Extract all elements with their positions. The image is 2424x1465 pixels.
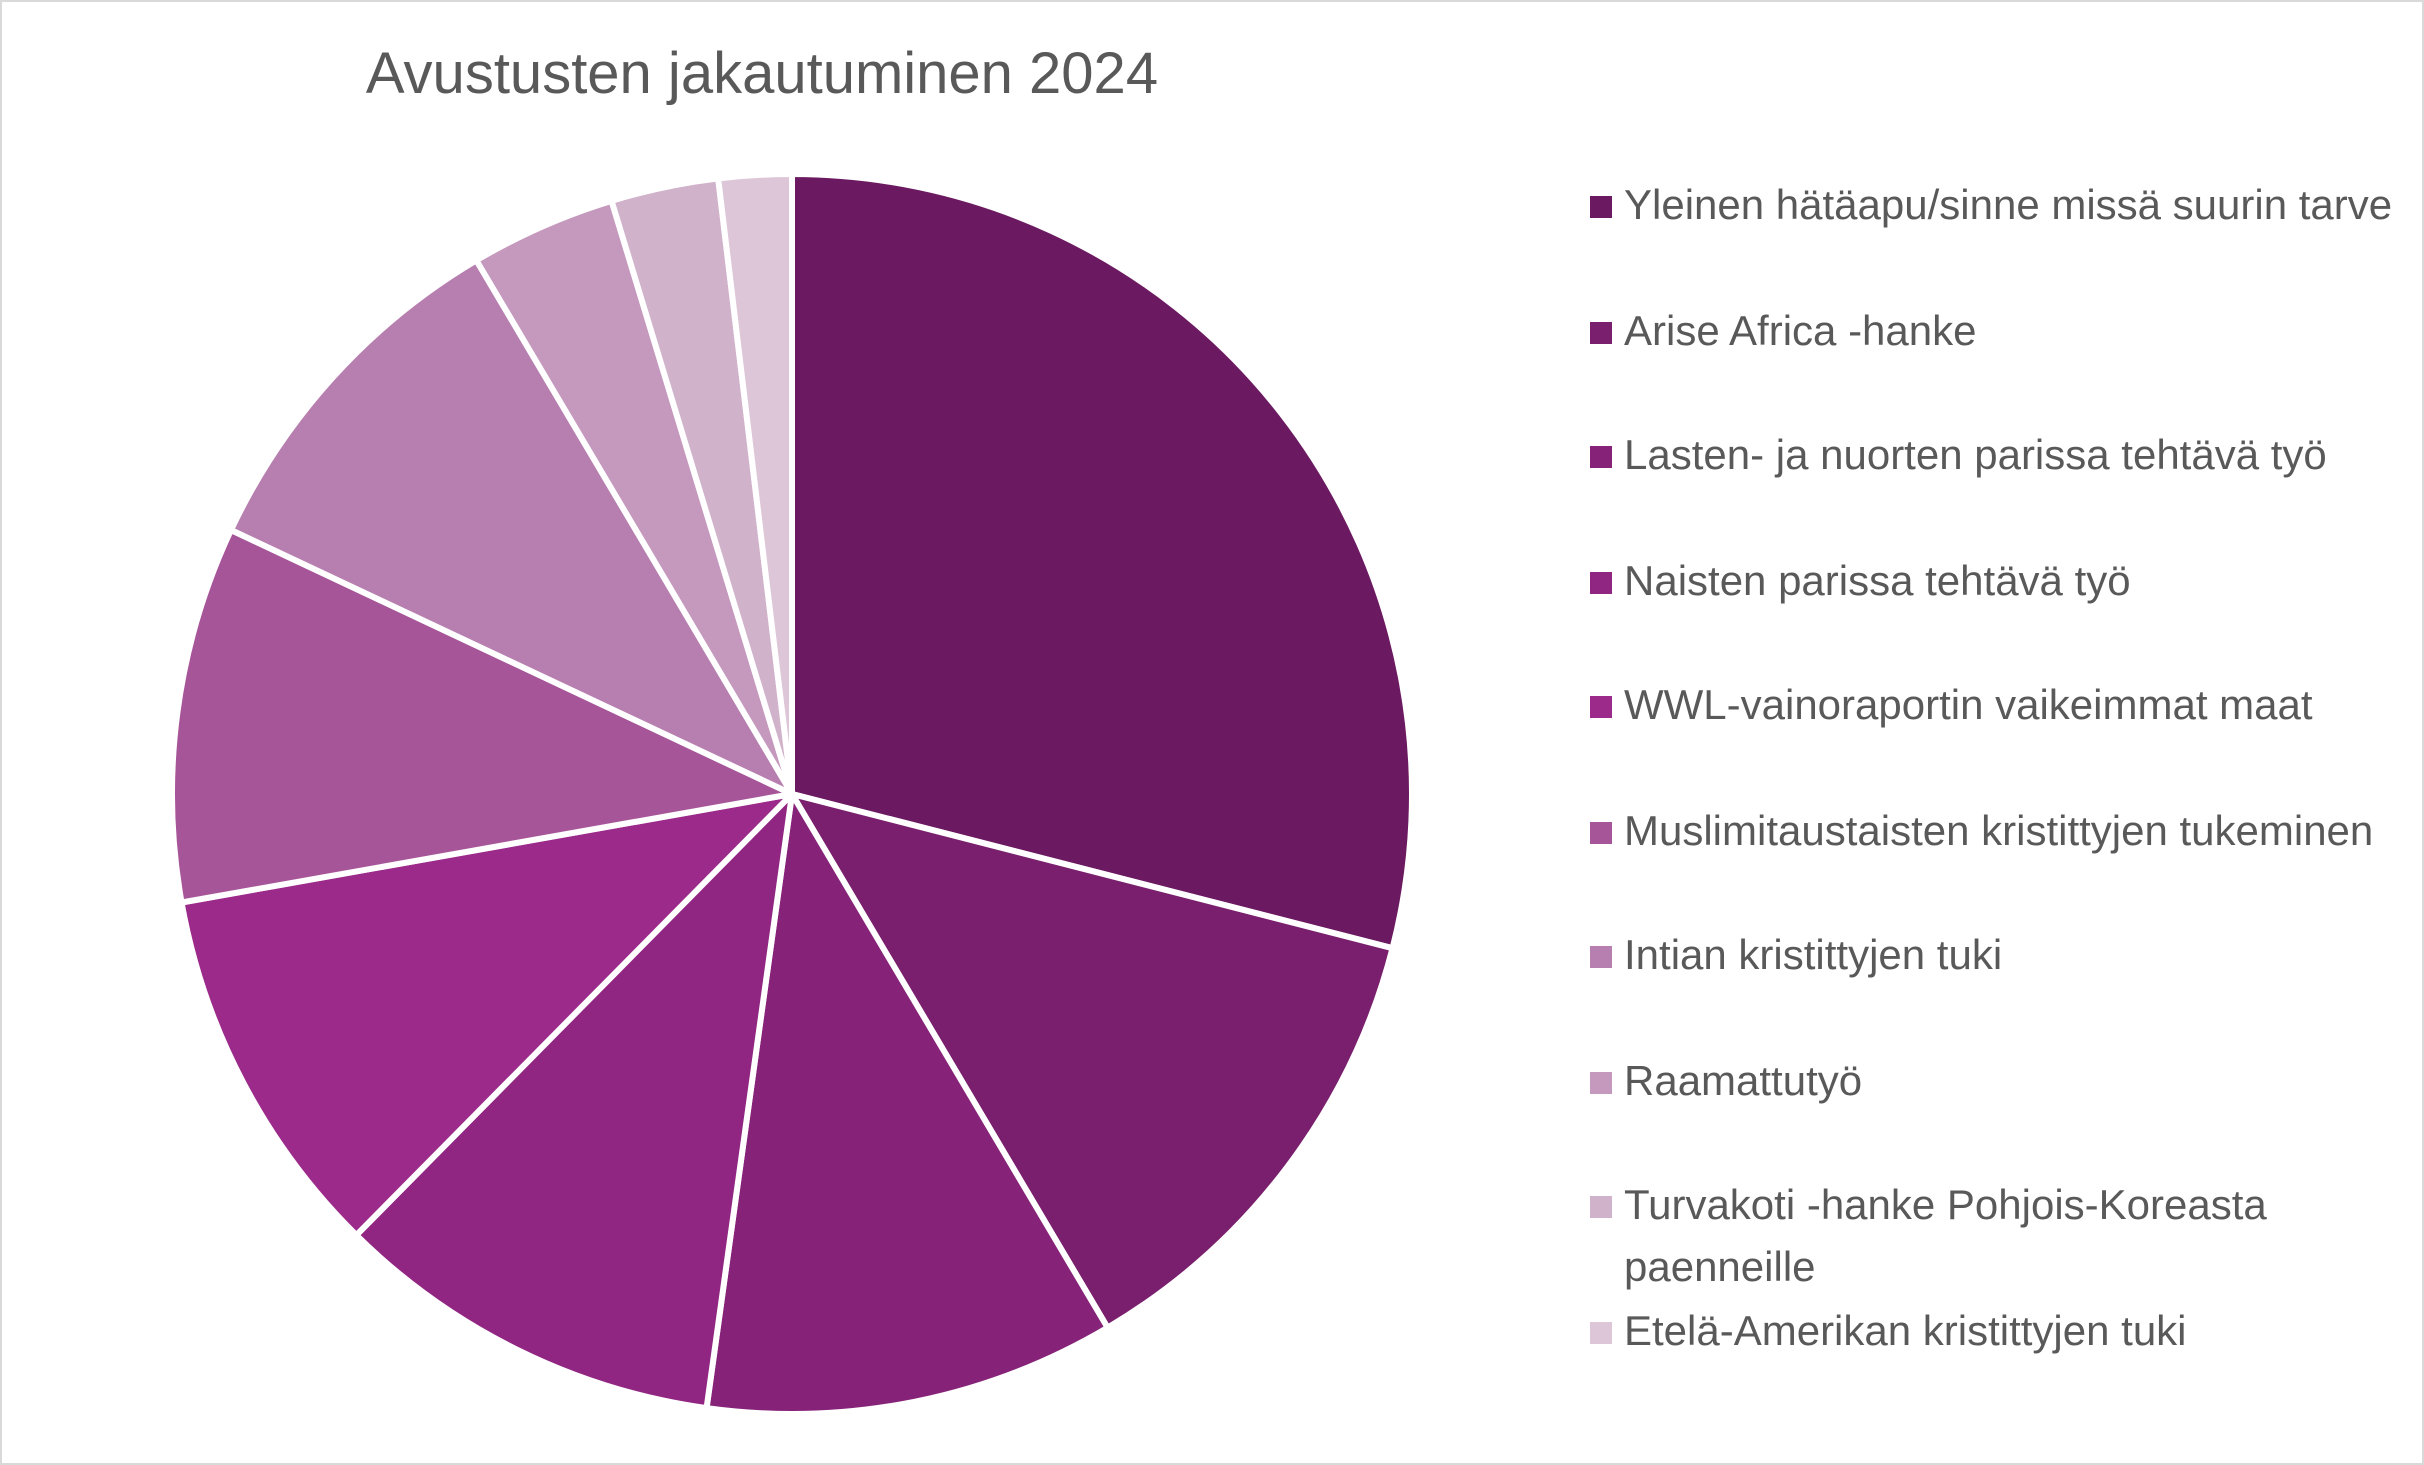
pie-slice-10 [715,171,795,797]
legend-label: Muslimitaustaisten kristittyjen tukemine… [1624,807,2374,854]
pie-slice-4 [353,791,795,1412]
legend-label: Yleinen hätäapu/sinne missä suurin tarve [1624,181,2393,228]
legend-swatch [1590,1196,1612,1218]
legend-label: WWL-vainoraportin vaikeimmat maat [1624,681,2313,728]
legend-swatch [1590,822,1612,844]
legend-label: Etelä-Amerikan kristittyjen tuki [1624,1307,2187,1354]
legend-label: Raamattutyö [1624,1057,1863,1104]
pie-slice-2 [789,791,1396,1331]
pie-slice-1 [789,171,1415,952]
legend-label: Intian kristittyjen tuki [1624,931,2003,978]
legend-swatch [1590,196,1612,218]
pie-slice-7 [228,257,795,797]
legend-swatch [1590,446,1612,468]
legend-swatch [1590,1072,1612,1094]
legend-label: Naisten parissa tehtävä työ [1624,557,2131,604]
legend-label: Arise Africa -hanke [1624,307,1977,354]
legend-label: Turvakoti -hanke Pohjois-Koreasta paenne… [1624,1181,2267,1290]
legend-swatch [1590,572,1612,594]
pie-slice-3 [703,791,1111,1417]
legend-swatch [1590,1322,1612,1344]
legend-swatch [1590,322,1612,344]
legend-swatch [1590,696,1612,718]
pie-slice-6 [169,527,795,906]
pie-chart [169,171,1415,1417]
chart-title: Avustusten jakautuminen 2024 [365,41,1159,106]
pie-slice-5 [178,791,795,1239]
legend-label: Lasten- ja nuorten parissa tehtävä työ [1624,431,2327,478]
legend-swatch [1590,946,1612,968]
